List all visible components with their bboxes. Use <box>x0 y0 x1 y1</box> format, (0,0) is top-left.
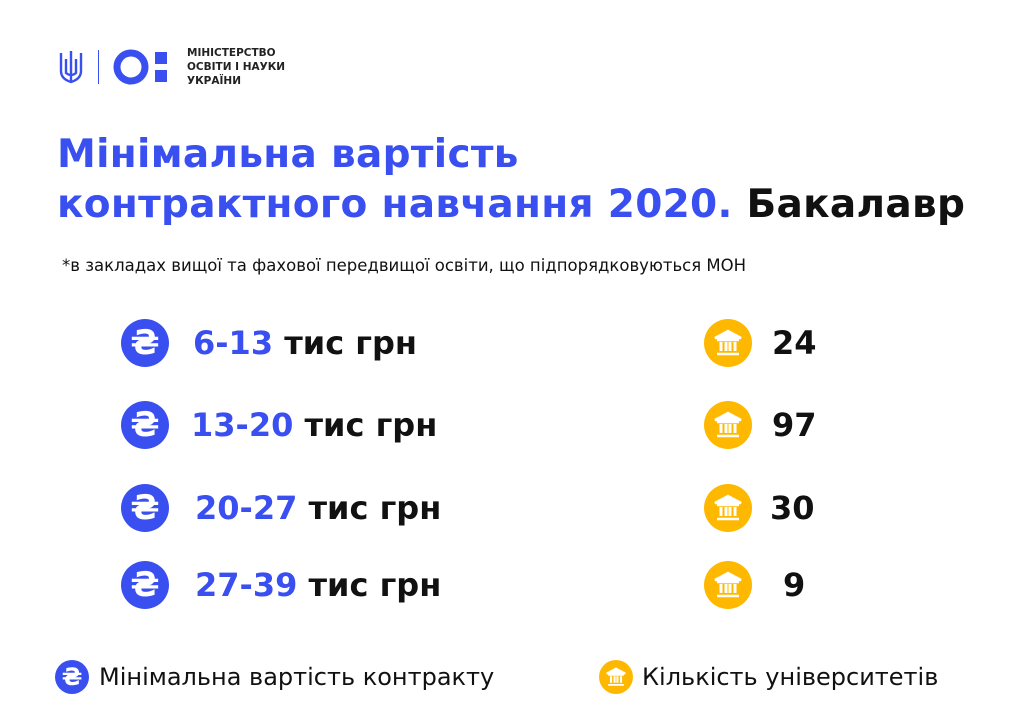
hryvnia-icon: ₴ <box>121 401 169 449</box>
mon-logo-mark <box>113 49 167 85</box>
logo-text-line: МІНІСТЕРСТВО <box>187 47 276 59</box>
range-value: 6-13 <box>193 324 274 362</box>
legend-cost-label: Мінімальна вартість контракту <box>99 663 495 691</box>
range-value: 13-20 <box>191 406 294 444</box>
logo-text-line: ОСВІТИ І НАУКИ <box>187 61 286 73</box>
range-value: 20-27 <box>195 489 298 527</box>
cost-range: 20-27 тис грн <box>195 488 441 528</box>
university-count: 24 <box>772 324 817 362</box>
legend-universities-label: Кількість університетів <box>642 663 939 691</box>
university-building-icon <box>704 561 752 609</box>
ministry-logo: МІНІСТЕРСТВО ОСВІТИ І НАУКИ УКРАЇНИ <box>58 46 285 88</box>
title-degree: Бакалавр <box>746 182 966 227</box>
range-value: 27-39 <box>195 566 298 604</box>
page-title: Мінімальна вартість контрактного навчанн… <box>57 130 965 230</box>
hryvnia-icon: ₴ <box>121 319 169 367</box>
university-building-icon <box>704 484 752 532</box>
range-unit: тис грн <box>284 324 418 362</box>
hryvnia-icon: ₴ <box>121 561 169 609</box>
hryvnia-icon: ₴ <box>55 660 89 694</box>
cost-range: 13-20 тис грн <box>191 405 437 445</box>
cost-range: 6-13 тис грн <box>193 323 417 363</box>
range-unit: тис грн <box>308 566 442 604</box>
subtitle: *в закладах вищої та фахової передвищої … <box>62 256 747 275</box>
range-unit: тис грн <box>308 489 442 527</box>
university-building-icon <box>704 319 752 367</box>
university-building-icon <box>704 401 752 449</box>
university-count: 97 <box>772 406 817 444</box>
hryvnia-icon: ₴ <box>121 484 169 532</box>
range-unit: тис грн <box>304 406 438 444</box>
title-line-2: контрактного навчання 2020. <box>57 182 733 227</box>
logo-divider <box>98 50 99 84</box>
university-building-icon <box>599 660 633 694</box>
cost-range: 27-39 тис грн <box>195 565 441 605</box>
legend-cost: ₴ Мінімальна вартість контракту <box>55 660 494 694</box>
logo-text-line: УКРАЇНИ <box>187 75 241 87</box>
title-line-1: Мінімальна вартість <box>57 132 519 177</box>
trident-icon <box>59 51 83 84</box>
legend-universities: Кількість університетів <box>599 660 938 694</box>
university-count: 30 <box>770 489 815 527</box>
university-count: 9 <box>783 566 806 604</box>
